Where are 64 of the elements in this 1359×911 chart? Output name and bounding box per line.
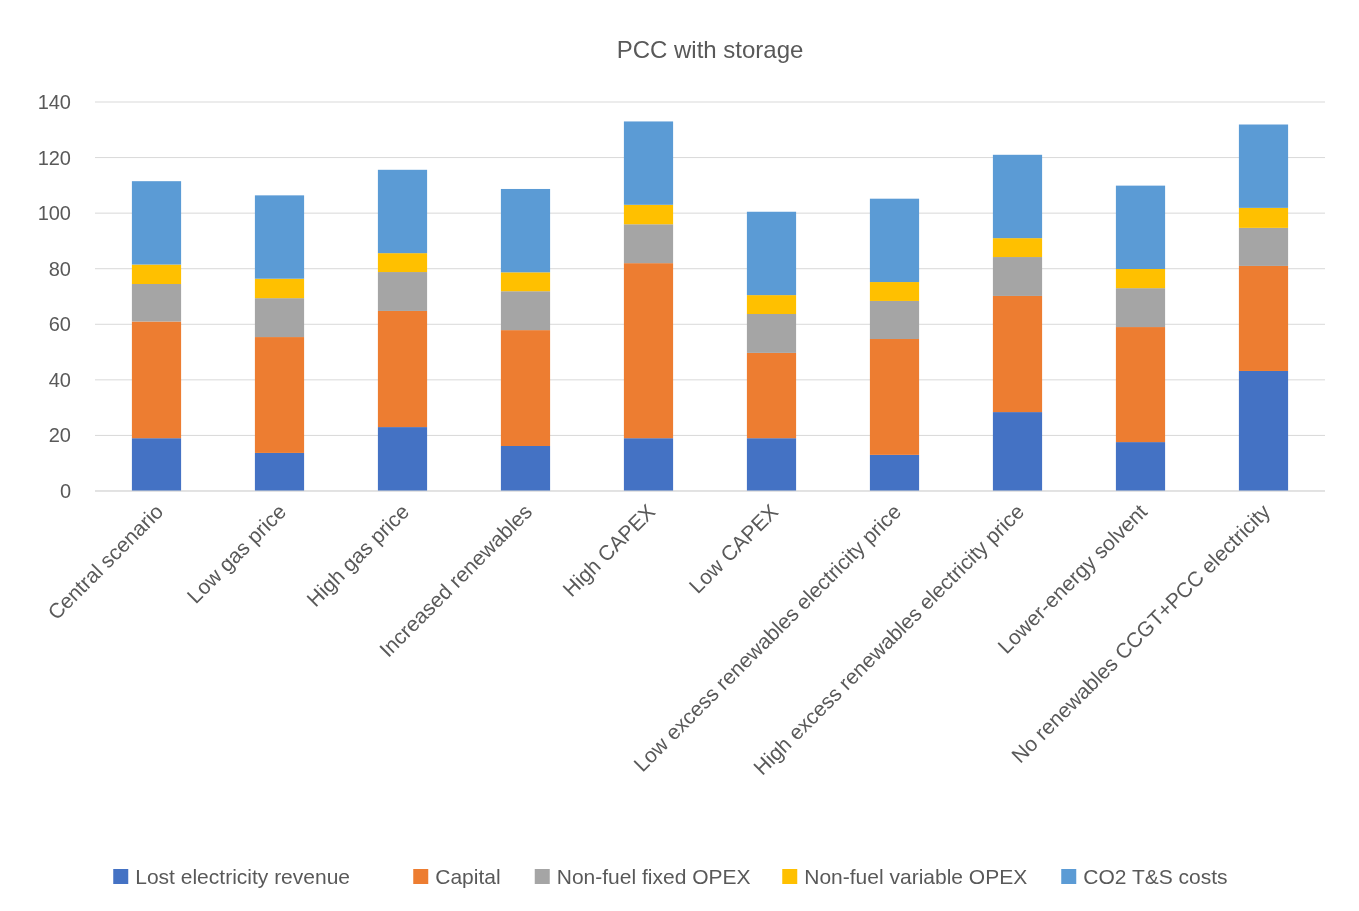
bar xyxy=(746,295,797,315)
bar xyxy=(377,272,428,311)
bar xyxy=(992,412,1043,491)
y-tick-label: 60 xyxy=(48,313,71,336)
bar xyxy=(254,278,305,299)
bar xyxy=(131,438,182,491)
bar xyxy=(623,224,674,264)
bar xyxy=(1238,227,1289,266)
bar xyxy=(1238,207,1289,228)
bar xyxy=(254,195,305,279)
bar xyxy=(377,310,428,428)
bar xyxy=(992,257,1043,296)
bar xyxy=(500,330,551,446)
bar xyxy=(869,454,920,491)
bar xyxy=(746,211,797,296)
legend-label: Lost electricity revenue xyxy=(135,865,351,889)
bar xyxy=(992,154,1043,239)
bar xyxy=(1238,124,1289,208)
bar xyxy=(1238,265,1289,371)
bar xyxy=(623,204,674,225)
bar xyxy=(992,295,1043,413)
bar xyxy=(1115,268,1166,289)
y-tick-label: 0 xyxy=(59,480,71,502)
y-tick-label: 120 xyxy=(37,146,71,169)
y-tick-label: 20 xyxy=(48,424,71,447)
bar xyxy=(131,181,182,265)
bar xyxy=(746,314,797,353)
y-tick-label: 80 xyxy=(48,257,71,280)
bar xyxy=(377,169,428,254)
legend-label: Non-fuel fixed OPEX xyxy=(556,865,751,889)
bar xyxy=(623,263,674,439)
bar xyxy=(377,427,428,491)
legend-label: Capital xyxy=(435,865,501,889)
bar xyxy=(869,198,920,283)
bar xyxy=(1238,370,1289,491)
bar xyxy=(377,253,428,273)
bar xyxy=(1115,185,1166,269)
bar xyxy=(869,339,920,455)
y-tick-label: 40 xyxy=(48,368,71,391)
bar xyxy=(746,352,797,439)
bar xyxy=(746,438,797,491)
bar xyxy=(992,238,1043,258)
bar xyxy=(869,282,920,301)
y-tick-label: 100 xyxy=(37,202,71,225)
bar xyxy=(500,445,551,491)
bar xyxy=(1115,442,1166,491)
bar xyxy=(1115,288,1166,328)
bar xyxy=(623,438,674,491)
legend-label: Non-fuel variable OPEX xyxy=(804,865,1028,889)
bar xyxy=(254,337,305,453)
bar xyxy=(869,300,920,340)
bar xyxy=(623,121,674,205)
bar xyxy=(500,188,551,273)
bar xyxy=(131,264,182,284)
chart-title: PCC with storage xyxy=(616,36,804,63)
legend-label: CO2 T&S costs xyxy=(1083,865,1228,889)
y-tick-label: 140 xyxy=(37,91,71,113)
bar xyxy=(131,321,182,439)
bar xyxy=(254,298,305,338)
bar xyxy=(131,284,182,322)
bar xyxy=(500,272,551,292)
bar xyxy=(500,291,551,331)
bar xyxy=(254,452,305,491)
bar xyxy=(1115,327,1166,443)
